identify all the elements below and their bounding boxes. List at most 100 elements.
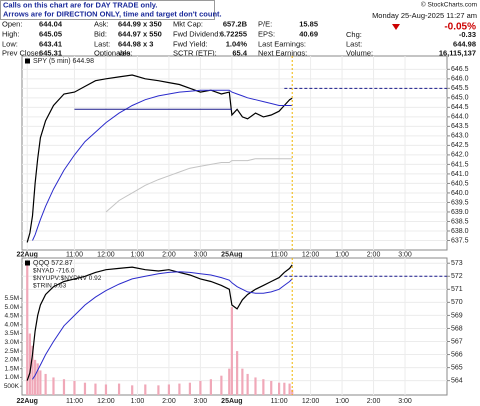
quote-value: 657.2B	[223, 19, 248, 28]
y-tick-label: 639.0	[451, 209, 469, 216]
x-tick-label: 11:00	[271, 251, 288, 258]
volume-bar	[254, 377, 257, 395]
down-arrow	[392, 24, 400, 30]
volume-bar	[241, 368, 244, 395]
volume-bar	[262, 379, 265, 395]
price-line	[26, 264, 293, 381]
x-tick-label: 11:00	[271, 398, 288, 405]
x-tick-label: 22Aug	[17, 398, 38, 405]
quote-label: Fwd Yield:	[173, 39, 208, 48]
volume-bar	[236, 351, 239, 395]
quote-label: Low:	[2, 39, 18, 48]
volume-bar	[39, 370, 42, 395]
quote-label: Last:	[94, 39, 110, 48]
x-tick-label: 25Aug	[221, 398, 242, 405]
indicator-label: $TRIN 0.63	[33, 283, 67, 290]
x-tick-label: 1:00	[131, 398, 145, 405]
quote-label: Optionable:	[94, 48, 132, 57]
y-tick-label: 644.0	[451, 114, 469, 121]
legend-swatch	[25, 260, 30, 266]
volume-bar	[199, 380, 202, 395]
plot-area	[26, 56, 447, 250]
volume-bar	[178, 383, 181, 395]
quote-value: 644.98 x 3	[118, 39, 153, 48]
quote-value: 643.41	[39, 39, 62, 48]
y-tick-label: 564	[451, 377, 463, 384]
volume-bar	[83, 382, 87, 395]
last-value: 644.98	[453, 39, 476, 48]
volume-value: 16,115,137	[439, 48, 476, 57]
y-tick-label: 645.0	[451, 95, 469, 102]
x-tick-label: 2:00	[162, 398, 176, 405]
y-tick-label: 638.0	[451, 228, 469, 235]
y-tick-label: 637.5	[451, 237, 469, 244]
quote-date: Monday 25-Aug-2025 11:27 am	[372, 11, 477, 20]
x-tick-label: 1:00	[335, 251, 349, 258]
quote-label: Mkt Cap:	[173, 19, 203, 28]
quote-label: EPS:	[258, 29, 275, 38]
x-tick-label: 22Aug	[17, 251, 38, 258]
x-tick-label: 3:00	[398, 251, 412, 258]
quote-label: Next Earnings:	[258, 48, 307, 57]
plot-area	[26, 258, 447, 395]
volume-label: Volume:	[346, 48, 373, 57]
x-tick-label: 1:00	[335, 398, 349, 405]
y2-tick-label: 2.0M	[5, 357, 19, 364]
volume-bar	[52, 377, 55, 395]
legend-label: SPY (5 min) 644.98	[33, 58, 94, 65]
quote-value: 644.97 x 550	[118, 29, 162, 38]
price-line	[26, 74, 293, 243]
y-tick-label: 642.0	[451, 152, 469, 159]
y-tick-label: 566	[451, 351, 463, 358]
quote-value: 65.4	[232, 48, 247, 57]
y-tick-label: 640.5	[451, 180, 469, 187]
volume-bar	[44, 373, 47, 395]
quote-value: 644.04	[39, 19, 63, 28]
volume-bar	[31, 345, 34, 395]
x-tick-label: 3:00	[194, 398, 208, 405]
x-tick-label: 2:00	[162, 251, 176, 258]
legend-label: QQQ 572.87	[33, 260, 73, 267]
moving-average	[105, 158, 293, 213]
change-label: Chg:	[346, 30, 362, 39]
charts: 22Aug 11:00 12:00 1:00 2:00 3:00 25Aug 11:00 12:…	[4, 55, 469, 405]
y-tick-label: 639.5	[451, 199, 469, 206]
volume-bar	[230, 307, 233, 395]
x-tick-label: 12:00	[302, 398, 320, 405]
y2-tick-label: 1.5M	[5, 365, 19, 372]
volume-bar	[288, 383, 291, 395]
y-tick-label: 643.5	[451, 123, 469, 130]
panel-frame	[21, 55, 448, 251]
volume-bar	[73, 380, 76, 395]
y2-tick-label: 5.0M	[5, 304, 19, 311]
quote-label: Bid:	[94, 29, 107, 38]
y-tick-label: 640.0	[451, 190, 469, 197]
quote-value: 40.69	[299, 29, 318, 38]
y2-tick-label: 4.5M	[5, 313, 19, 320]
x-tick-label: 11:00	[66, 251, 83, 258]
x-tick-label: 3:00	[194, 251, 208, 258]
volume-bar	[220, 375, 223, 395]
volume-bar	[34, 359, 37, 395]
price-panel: 22Aug 11:00 12:00 1:00 2:00 3:00 25Aug 11:00 12:…	[4, 257, 463, 405]
quote-label: Last Earnings:	[258, 39, 306, 48]
y2-tick-label: 5.5M	[5, 295, 19, 302]
volume-bar	[188, 382, 192, 395]
y-tick-label: 568	[451, 325, 463, 332]
change-value: -0.33	[459, 30, 476, 39]
price-panel: 22Aug 11:00 12:00 1:00 2:00 3:00 25Aug 11:00 12:…	[17, 55, 469, 258]
quote-value: yes	[118, 48, 131, 57]
y-tick-label: 645.5	[451, 85, 469, 92]
x-tick-label: 2:00	[367, 398, 381, 405]
y2-tick-label: 500K	[4, 383, 20, 390]
y-tick-label: 573	[451, 260, 463, 267]
quote-label: P/E:	[258, 19, 272, 28]
quote-value: 15.85	[299, 19, 318, 28]
x-tick-label: 12:00	[97, 251, 115, 258]
percent-change: -0.05%	[444, 22, 476, 33]
volume-bar	[94, 383, 97, 395]
quote-label: Fwd Dividend:	[173, 29, 221, 38]
y-tick-label: 646.0	[451, 76, 469, 83]
volume-bar	[104, 384, 108, 395]
